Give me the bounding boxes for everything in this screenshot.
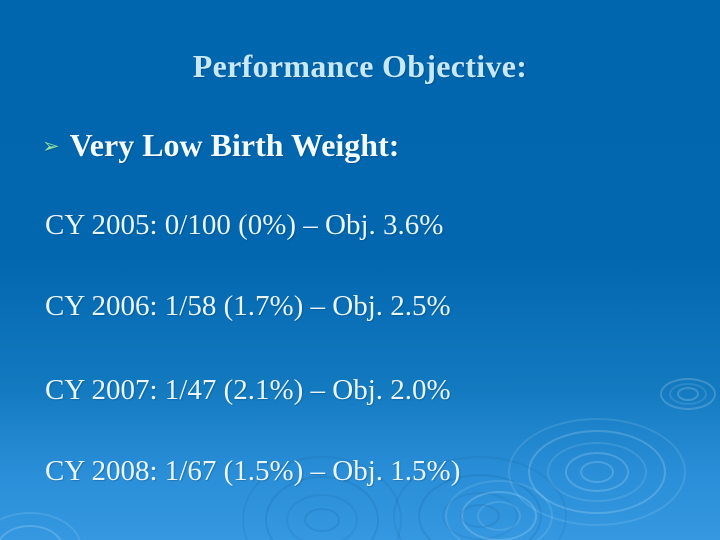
slide-title: Performance Objective: [192, 48, 528, 84]
ripple-ring [460, 504, 500, 528]
ripple-ring [660, 378, 716, 410]
arrowhead-bullet-icon: ➢ [42, 134, 60, 158]
ripple-ring [669, 383, 707, 405]
ripple-ring [547, 442, 647, 502]
stat-line-cy2007: CY 2007: 1/47 (2.1%) – Obj. 2.0% [45, 374, 451, 406]
bullet-item-label: Very Low Birth Weight: [69, 127, 400, 163]
bullet-item-vlbw: ➢ Very Low Birth Weight: [42, 127, 399, 164]
ripple-ring [445, 480, 553, 540]
ripple-ring [286, 494, 358, 540]
ripple-ring [0, 525, 64, 540]
ripple-ring [304, 508, 340, 532]
ripple-ring [580, 461, 614, 483]
ripple-ring [677, 387, 699, 401]
ripple-ring [442, 492, 518, 540]
stat-line-cy2006: CY 2006: 1/58 (1.7%) – Obj. 2.5% [45, 290, 451, 322]
ripple-ring [461, 491, 537, 540]
stat-line-cy2005: CY 2005: 0/100 (0%) – Obj. 3.6% [45, 209, 444, 241]
ripple-ring [477, 501, 521, 531]
ripple-ring [508, 418, 686, 526]
stat-line-cy2008: CY 2008: 1/67 (1.5%) – Obj. 1.5%) [45, 455, 461, 487]
ripple-ring [528, 430, 666, 514]
ripple-ring [0, 512, 82, 540]
ripple-ring [565, 452, 629, 492]
